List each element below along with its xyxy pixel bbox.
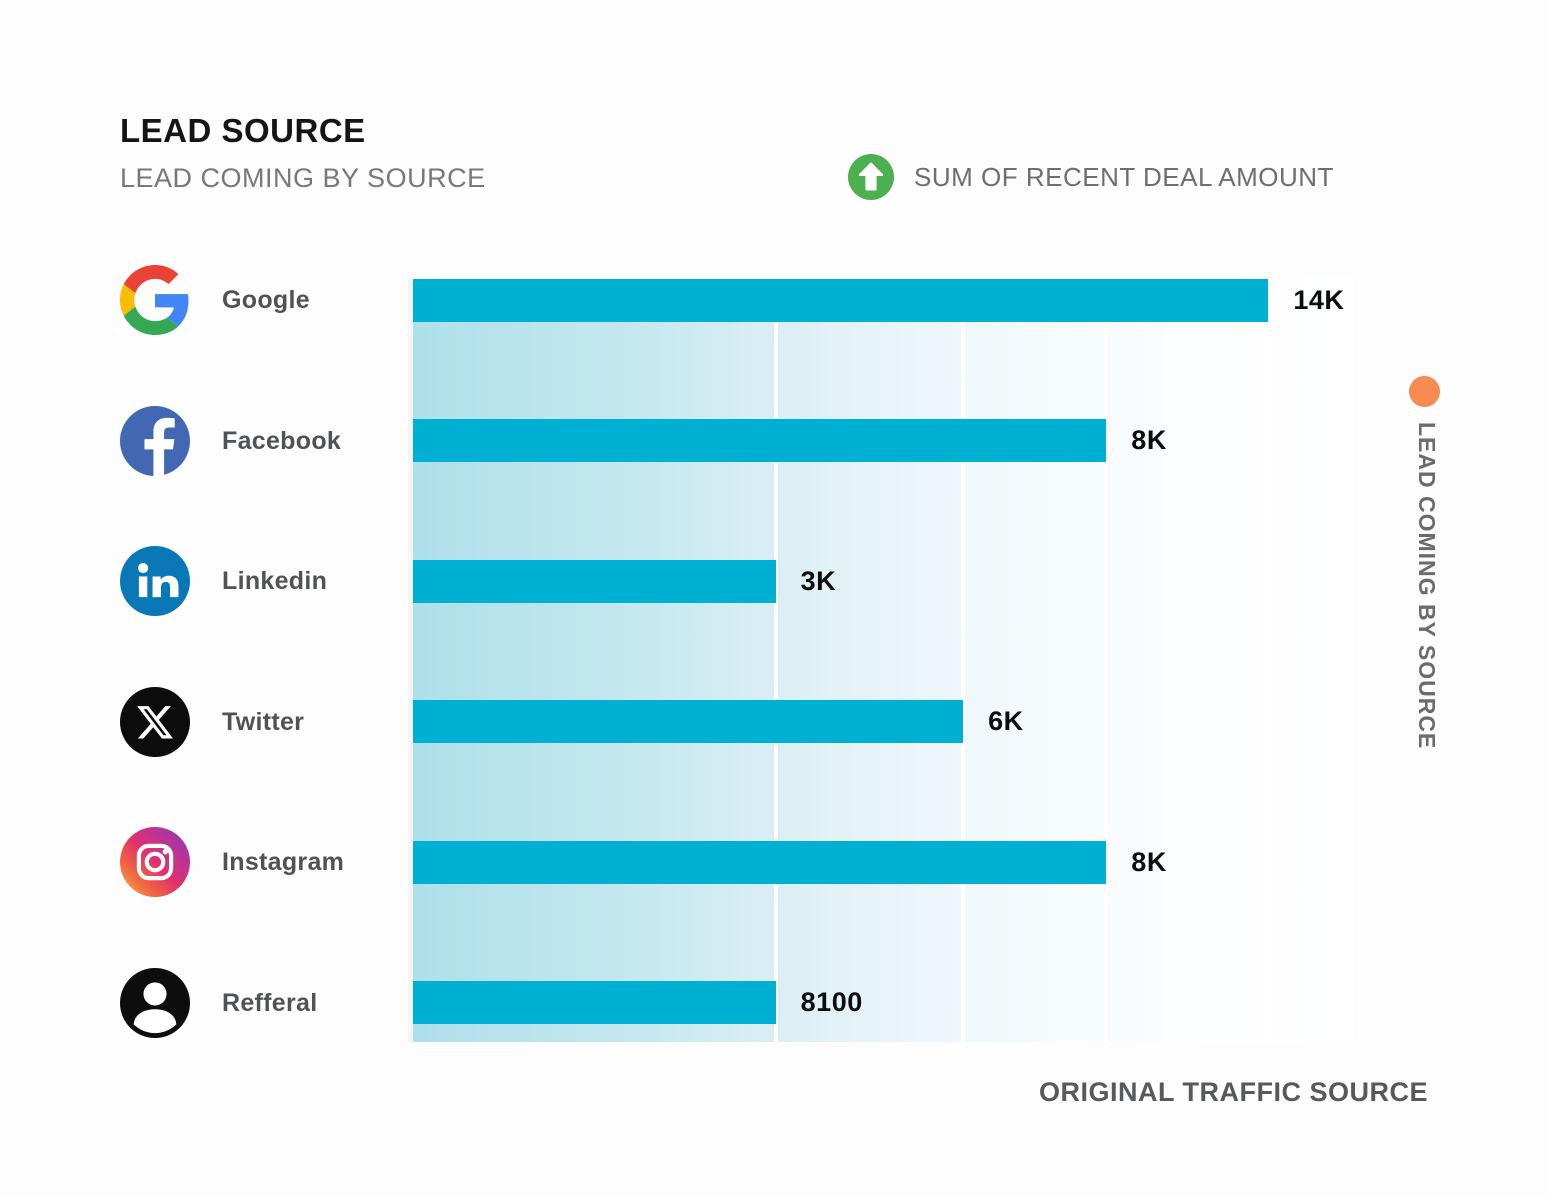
category-row-facebook: Facebook (120, 406, 341, 476)
bar-value-facebook: 8K (1131, 425, 1167, 455)
page-title: LEAD SOURCE (120, 112, 366, 149)
category-row-twitter: Twitter (120, 687, 304, 757)
gridline (1266, 279, 1271, 1042)
category-label-linkedin: Linkedin (222, 566, 328, 595)
arrow-up-circle-icon (848, 154, 894, 200)
bar-instagram (413, 841, 1107, 884)
gridline (773, 279, 778, 1042)
category-row-linkedin: Linkedin (120, 546, 327, 616)
bar-value-instagram: 8K (1131, 847, 1167, 877)
plot-area: 14K 8K 3K 6K 8K 8100 (413, 279, 1355, 1042)
google-icon (120, 265, 190, 335)
bar-refferal (413, 981, 776, 1024)
category-row-instagram: Instagram (120, 827, 344, 897)
y-axis-line (408, 279, 413, 1042)
series-legend: SUM OF RECENT DEAL AMOUNT (848, 154, 1334, 200)
bar-twitter (413, 700, 964, 743)
bar-value-twitter: 6K (988, 706, 1024, 736)
facebook-icon (120, 406, 190, 476)
bar-value-refferal: 8100 (800, 987, 863, 1017)
category-row-google: Google (120, 265, 310, 335)
x-axis-label: ORIGINAL TRAFFIC SOURCE (1039, 1077, 1428, 1107)
bar-google (413, 279, 1269, 322)
y-axis-label: LEAD COMING BY SOURCE (1414, 422, 1440, 750)
linkedin-icon (120, 546, 190, 616)
category-label-twitter: Twitter (222, 707, 305, 736)
gridline (961, 279, 966, 1042)
category-row-refferal: Refferal (120, 968, 318, 1038)
category-label-google: Google (222, 285, 310, 314)
page-subtitle: LEAD COMING BY SOURCE (120, 163, 486, 193)
person-icon (120, 968, 190, 1038)
category-label-refferal: Refferal (222, 988, 318, 1017)
gridline (1104, 279, 1109, 1042)
orange-dot-icon (1409, 376, 1440, 407)
twitter-x-icon (120, 687, 190, 757)
category-label-instagram: Instagram (222, 847, 345, 876)
series-legend-label: SUM OF RECENT DEAL AMOUNT (914, 161, 1334, 192)
bar-linkedin (413, 560, 776, 603)
bar-value-google: 14K (1293, 285, 1345, 315)
bar-facebook (413, 419, 1107, 462)
category-label-facebook: Facebook (222, 426, 342, 455)
instagram-icon (120, 827, 190, 897)
bar-value-linkedin: 3K (800, 566, 837, 596)
